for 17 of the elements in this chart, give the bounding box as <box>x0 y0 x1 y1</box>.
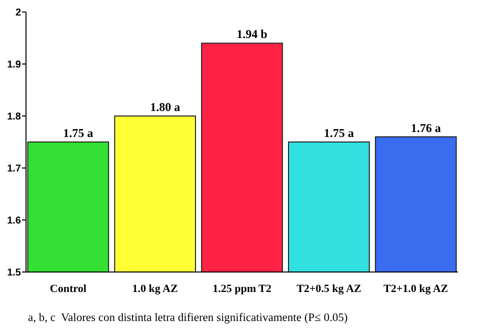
y-tick-label: 1.7 <box>7 164 22 174</box>
x-tick-label: Control <box>50 283 86 295</box>
data-label: 1.80 a <box>150 100 180 114</box>
data-label: 1.76 a <box>410 120 441 135</box>
data-label: 1.75 a <box>63 126 94 140</box>
x-tick-label: T2+1.0 kg AZ <box>384 283 448 295</box>
x-tick-label: 1.25 ppm T2 <box>212 283 272 295</box>
x-tick-label: 1.0 kg AZ <box>132 283 178 295</box>
y-tick-label: 1.6 <box>7 216 22 226</box>
y-tick-label: 1.9 <box>7 60 22 70</box>
text: a, b, c Valores con distinta letra difieren significativamente (P≤ 0.05) <box>28 312 348 324</box>
y-tick-label: 1.8 <box>7 112 22 122</box>
y-tick-label: 1.5 <box>7 268 22 278</box>
data-label: 1.75 a <box>324 126 354 140</box>
data-label: 1.94 b <box>236 27 268 42</box>
x-tick-label: T2+0.5 kg AZ <box>296 283 362 295</box>
y-tick-label: 2 <box>15 8 22 18</box>
